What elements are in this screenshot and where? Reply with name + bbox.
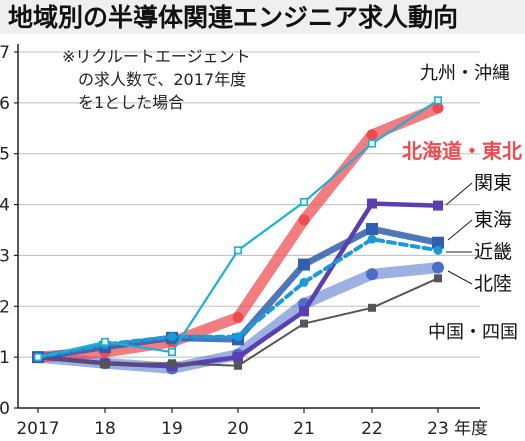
- y-tick-label: 6: [0, 94, 10, 114]
- label-leader-line: [447, 219, 473, 241]
- data-point: [101, 337, 110, 346]
- y-tick-label: 5: [0, 145, 10, 165]
- data-point: [300, 319, 308, 328]
- data-point: [299, 277, 309, 287]
- data-point: [367, 198, 377, 209]
- data-point: [366, 129, 378, 141]
- data-point: [233, 332, 243, 342]
- data-point: [168, 348, 177, 357]
- label-leader-line: [445, 182, 473, 206]
- y-tick-label: 4: [0, 196, 10, 216]
- data-point: [434, 274, 442, 283]
- data-point: [432, 236, 444, 249]
- note-line: ※リクルートエージェント: [62, 47, 251, 66]
- x-tick-label: 21: [293, 419, 315, 439]
- y-tick-label: 7: [0, 43, 10, 63]
- data-point: [299, 198, 308, 207]
- label-leader-line: [447, 270, 473, 285]
- data-point: [368, 303, 376, 312]
- x-tick-label: 18: [94, 419, 116, 439]
- data-point: [366, 268, 378, 281]
- data-point: [433, 96, 442, 105]
- series-label: 九州・沖縄: [420, 63, 510, 84]
- series-label: 中国・四国: [428, 322, 518, 343]
- data-point: [168, 359, 176, 368]
- y-tick-label: 0: [0, 399, 10, 419]
- y-tick-label: 2: [0, 297, 10, 317]
- x-tick-label: 22: [361, 419, 383, 439]
- x-axis-unit: 年度: [454, 419, 488, 439]
- data-point: [167, 332, 177, 342]
- data-point: [298, 214, 310, 226]
- series-label: 近畿: [474, 241, 512, 263]
- series-label: 関東: [474, 172, 512, 194]
- data-point: [232, 311, 244, 323]
- note-line: の求人数で、2017年度: [78, 70, 246, 89]
- data-point: [433, 245, 443, 255]
- data-point: [433, 200, 443, 211]
- data-point: [234, 361, 242, 370]
- data-point: [367, 234, 377, 244]
- x-tick-label: 20: [227, 419, 249, 439]
- chart-title: 地域別の半導体関連エンジニア求人動向: [8, 3, 459, 32]
- x-tick-label: 19: [161, 419, 183, 439]
- data-point: [432, 102, 444, 114]
- y-tick-label: 1: [0, 348, 10, 368]
- data-point: [33, 353, 42, 362]
- data-point: [299, 306, 309, 317]
- data-point: [367, 139, 376, 148]
- x-tick-label: 2017: [16, 419, 59, 439]
- data-point: [366, 222, 378, 235]
- data-point: [298, 258, 310, 271]
- data-point: [233, 352, 243, 363]
- x-tick-label: 23: [427, 419, 449, 439]
- data-point: [432, 261, 444, 274]
- note-line: を1とした場合: [78, 93, 184, 112]
- data-point: [234, 246, 243, 255]
- y-tick-label: 3: [0, 246, 10, 266]
- data-point: [101, 360, 109, 369]
- series-label: 東海: [474, 209, 512, 231]
- series-label: 北陸: [474, 273, 512, 295]
- series-label: 北海道・東北: [402, 139, 522, 163]
- title-bar: 地域別の半導体関連エンジニア求人動向: [0, 0, 525, 34]
